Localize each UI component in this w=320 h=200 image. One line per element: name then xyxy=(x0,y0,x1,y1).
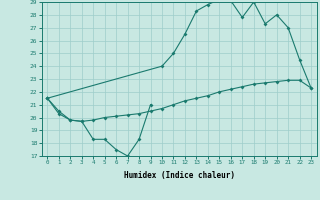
X-axis label: Humidex (Indice chaleur): Humidex (Indice chaleur) xyxy=(124,171,235,180)
